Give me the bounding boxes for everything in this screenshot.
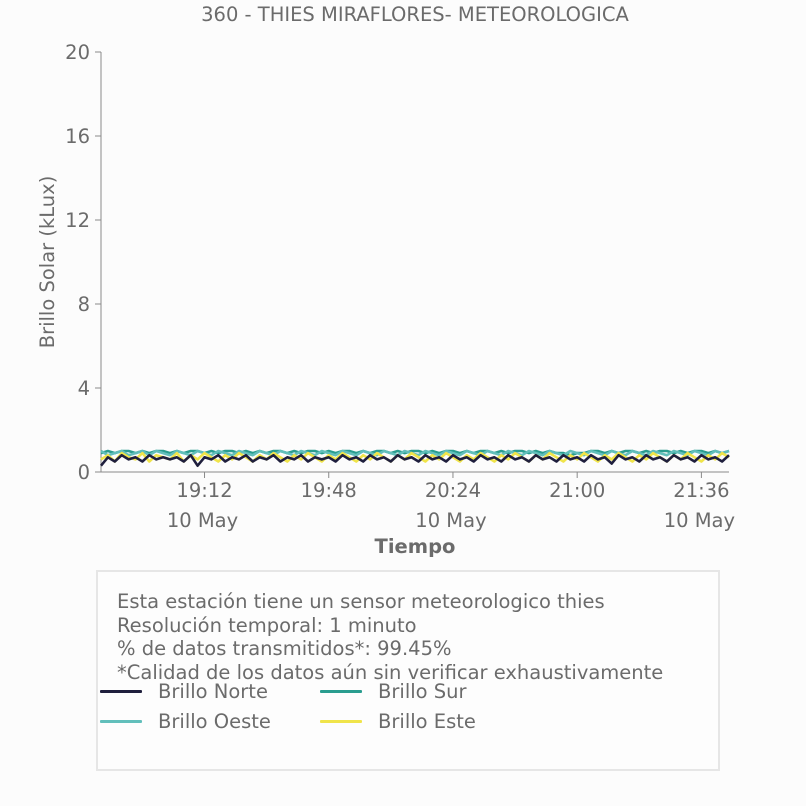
legend-label-brillo-este: Brillo Este (378, 710, 476, 733)
legend-item-brillo-norte: Brillo Norte (100, 680, 268, 703)
info-line-transmitted: % de datos transmitidos*: 99.45% (117, 637, 452, 661)
legend-label-brillo-norte: Brillo Norte (158, 680, 268, 703)
info-line-quality-note: *Calidad de los datos aún sin verificar … (117, 661, 664, 685)
y-axis-label: Brillo Solar (kLux) (36, 176, 59, 349)
legend-item-brillo-sur: Brillo Sur (320, 680, 467, 703)
info-line-resolution: Resolución temporal: 1 minuto (117, 613, 417, 637)
x-tick-label: 19:48 (301, 479, 357, 502)
x-tick-label: 20:24 (425, 479, 481, 502)
series-line-brillo-norte (99, 453, 730, 468)
x-tick-label: 19:12 (176, 479, 232, 502)
legend-swatch-brillo-oeste (100, 720, 142, 723)
series-layer (99, 449, 730, 468)
x-tick-label: 21:36 (673, 479, 729, 502)
y-tick-label: 16 (65, 125, 90, 148)
y-tick-label: 12 (65, 209, 90, 232)
x-tick-date-label: 10 May (664, 509, 735, 532)
x-tick-date-label: 10 May (415, 509, 486, 532)
legend-label-brillo-oeste: Brillo Oeste (158, 710, 271, 733)
y-tick-label: 4 (78, 377, 90, 400)
y-tick-label: 0 (78, 461, 90, 484)
y-tick-label: 8 (78, 293, 90, 316)
chart-title: 360 - THIES MIRAFLORES- METEOROLOGICA (201, 3, 629, 26)
x-tick-date-label: 10 May (167, 509, 238, 532)
info-box: Esta estación tiene un sensor meteorolog… (96, 570, 720, 771)
chart: 360 - THIES MIRAFLORES- METEOROLOGICA 0 4… (36, 3, 735, 558)
y-tick-label: 20 (65, 41, 90, 64)
legend-item-brillo-este: Brillo Este (320, 710, 476, 733)
series-line-brillo-este (100, 451, 730, 463)
legend-swatch-brillo-sur (320, 690, 362, 693)
legend-swatch-brillo-norte (100, 690, 142, 693)
y-axis: 0 4 8 12 16 20 (65, 41, 102, 484)
x-axis-label: Tiempo (375, 535, 456, 558)
info-text: Esta estación tiene un sensor meteorolog… (117, 590, 663, 685)
legend-item-brillo-oeste: Brillo Oeste (100, 710, 271, 733)
x-tick-label: 21:00 (549, 479, 605, 502)
info-line-station: Esta estación tiene un sensor meteorolog… (117, 590, 605, 613)
x-axis: 19:12 10 May 19:48 20:24 10 May 21:00 21:36 10 … (101, 471, 735, 532)
legend-label-brillo-sur: Brillo Sur (378, 680, 467, 703)
legend-swatch-brillo-este (320, 720, 362, 723)
